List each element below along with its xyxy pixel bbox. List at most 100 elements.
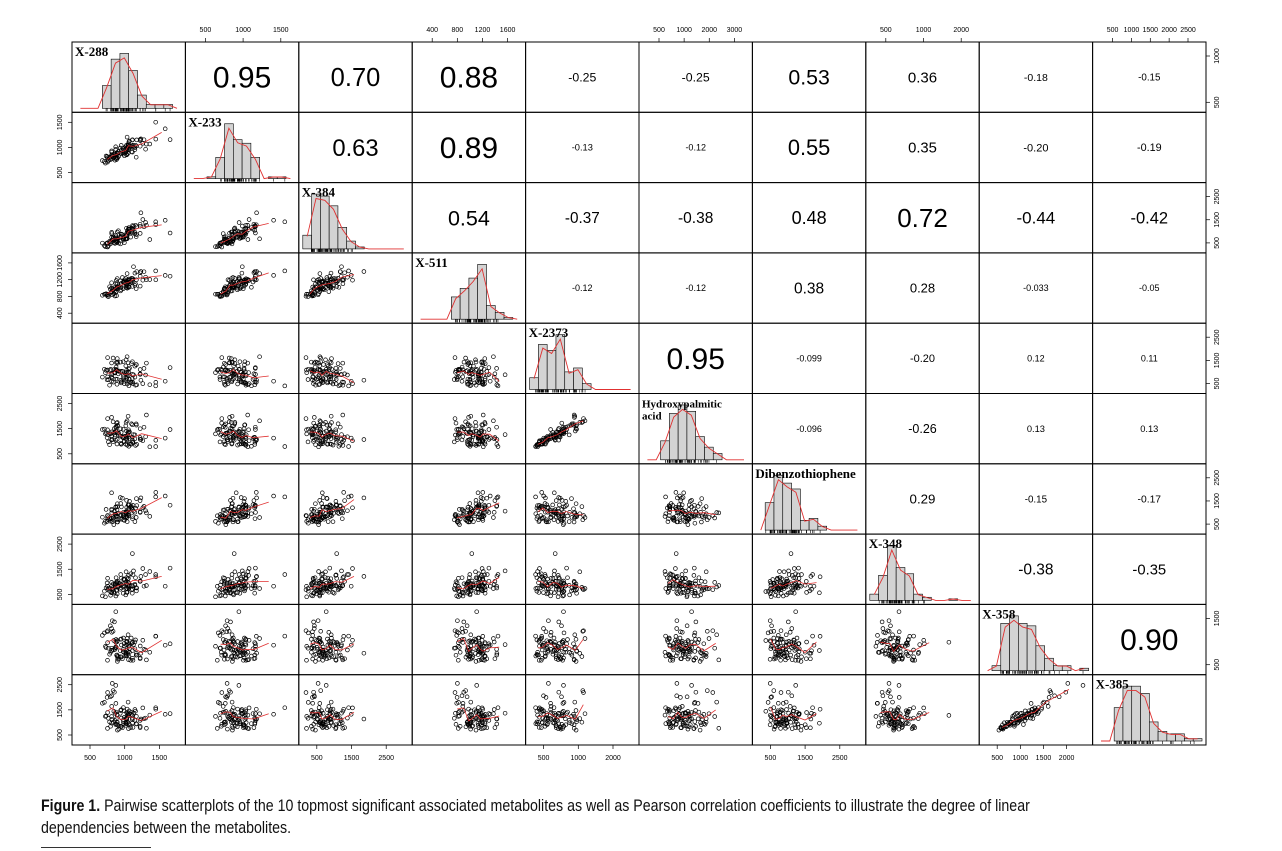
scatter-point: [312, 575, 318, 580]
scatter-point: [476, 641, 482, 646]
scatter-point: [678, 647, 684, 652]
histogram-bar: [451, 296, 461, 320]
scatter-point: [320, 711, 326, 716]
scatter-point: [494, 495, 500, 501]
scatter-point: [118, 426, 123, 432]
scatter-point: [341, 706, 346, 712]
panel-frame: [184, 252, 300, 324]
scatter-point: [118, 708, 123, 713]
scatter-point: [326, 374, 332, 380]
scatter-point: [312, 415, 317, 420]
scatter-point: [317, 593, 323, 599]
scatter-point: [880, 626, 886, 631]
scatter-point: [544, 645, 549, 651]
scatter-point: [112, 689, 117, 695]
scatter-point: [541, 641, 546, 646]
panel-frame: [751, 603, 867, 676]
scatter-point: [680, 652, 686, 657]
scatter-point: [109, 360, 114, 366]
scatter-point: [223, 588, 228, 594]
scatter-point: [253, 643, 258, 649]
scatter-point: [103, 644, 108, 649]
scatter-point: [456, 700, 461, 705]
scatter-point: [679, 576, 685, 581]
scatter-point: [457, 645, 462, 650]
scatter-point: [100, 593, 105, 599]
scatter-point: [561, 578, 566, 584]
scatter-point: [309, 711, 315, 716]
scatter-point: [671, 515, 676, 521]
scatter-point: [350, 277, 355, 283]
scatter-point: [245, 514, 251, 519]
scatter-point: [237, 377, 242, 383]
scatter-point: [486, 427, 492, 432]
variable-label: Dibenzothiophene: [755, 466, 856, 481]
scatter-point: [162, 378, 168, 384]
histogram-bar: [119, 53, 129, 109]
scatter-point: [137, 231, 143, 236]
scatter-point: [110, 681, 115, 686]
scatter-point: [534, 637, 540, 643]
scatter-point: [105, 513, 110, 518]
correlation-label: 0.89: [440, 132, 498, 165]
scatter-point: [361, 495, 367, 501]
scatter-point: [491, 418, 496, 424]
scatter-point: [240, 280, 246, 285]
scatter-point: [312, 360, 317, 366]
scatter-point: [548, 512, 554, 517]
scatter-point: [467, 572, 473, 577]
scatter-point: [131, 568, 136, 574]
scatter-point: [473, 575, 479, 580]
scatter-point: [492, 498, 498, 503]
scatter-point: [246, 217, 252, 222]
scatter-point: [320, 505, 326, 510]
scatter-point: [891, 656, 897, 662]
scatter-point: [231, 507, 237, 512]
scatter-point: [232, 569, 238, 575]
scatter-point: [316, 569, 321, 574]
histogram-bar: [887, 545, 897, 601]
scatter-point: [684, 519, 690, 524]
scatter-point: [317, 425, 323, 430]
scatter-point: [543, 495, 548, 501]
scatter-point: [122, 439, 127, 444]
scatter-point: [799, 572, 804, 577]
scatter-point: [167, 641, 173, 647]
scatter-point: [482, 376, 488, 381]
scatter-point: [675, 650, 680, 656]
scatter-point: [120, 275, 125, 280]
scatter-point: [213, 431, 218, 437]
scatter-point: [129, 421, 134, 427]
scatter-point: [340, 443, 346, 448]
histogram-bar: [555, 334, 566, 390]
scatter-point: [463, 355, 468, 361]
correlation-label: 0.90: [1120, 624, 1178, 657]
scatter-point: [346, 268, 351, 274]
scatter-point: [710, 628, 716, 633]
scatter-point: [581, 690, 586, 695]
scatter-point: [695, 504, 701, 509]
scatter-point: [777, 650, 782, 655]
scatter-point: [678, 584, 684, 589]
scatter-point: [464, 694, 470, 700]
scatter-point: [137, 498, 143, 503]
histogram-bar: [546, 350, 557, 390]
scatter-point: [456, 658, 461, 663]
scatter-point: [250, 711, 256, 716]
scatter-point: [887, 636, 893, 641]
scatter-point: [109, 714, 114, 719]
scatter-point: [494, 366, 499, 371]
scatter-point: [456, 520, 461, 526]
scatter-point: [675, 591, 680, 597]
scatter-point: [482, 503, 487, 508]
scatter-point: [473, 569, 478, 575]
scatter-point: [232, 421, 238, 427]
smoother-line: [538, 581, 584, 589]
scatter-point: [468, 639, 474, 645]
scatter-point: [685, 726, 691, 732]
scatter-point: [674, 575, 679, 580]
scatter-point: [109, 589, 114, 595]
scatter-point: [331, 583, 336, 589]
scatter-point: [557, 576, 562, 581]
panel-frame: [638, 463, 753, 535]
